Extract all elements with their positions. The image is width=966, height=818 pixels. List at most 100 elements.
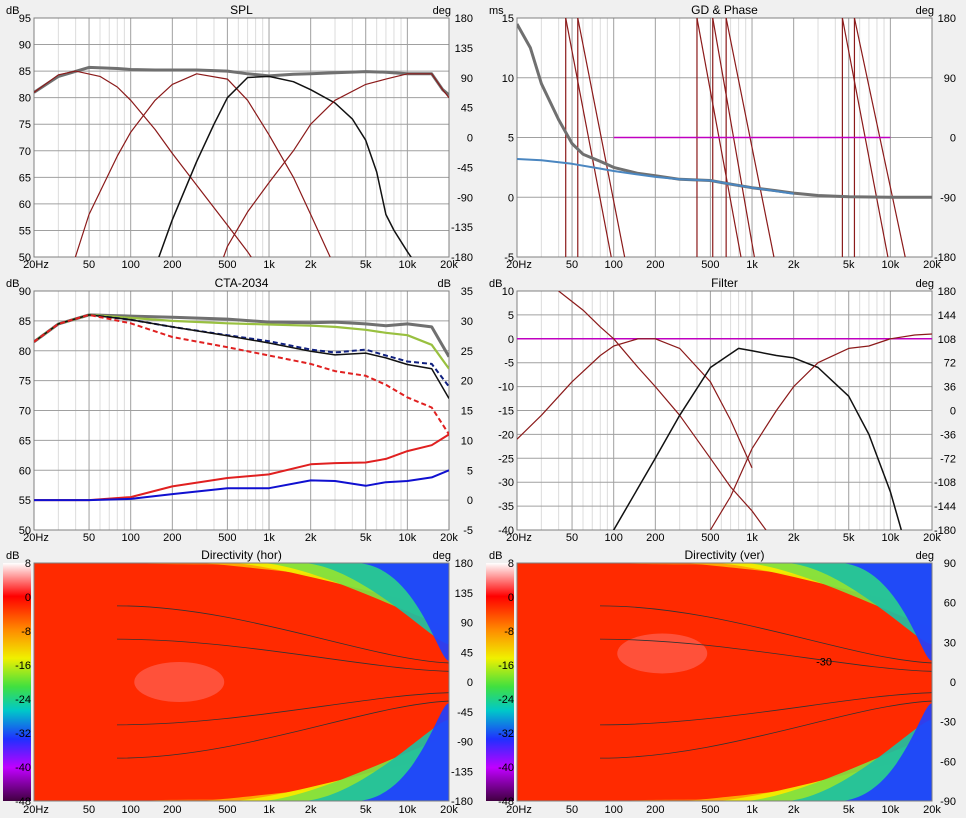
heatmap-band: [34, 703, 449, 801]
y2-tick-label: 15: [461, 406, 473, 418]
x-tick-label: 5k: [360, 259, 372, 271]
x-tick-label: 50: [566, 259, 578, 271]
series-line-darkred-1: [34, 70, 252, 257]
x-tick-label: 100: [605, 532, 623, 544]
x-tick-label: 20Hz: [23, 532, 49, 544]
series-line-red-5: [34, 433, 449, 502]
left-unit-label: dB: [489, 550, 502, 562]
y2-tick-label: -108: [934, 477, 956, 489]
y-tick-label: 75: [19, 376, 31, 388]
y-tick-label: 75: [19, 119, 31, 131]
plot-border: [516, 290, 933, 531]
plot-border: [33, 290, 450, 531]
scale-tick-label: -32: [15, 728, 31, 740]
y2-tick-label: 90: [461, 618, 473, 630]
contour-line: [599, 638, 933, 672]
x-tick-label: 500: [218, 532, 236, 544]
scale-tick-label: 0: [508, 592, 514, 604]
y-tick-label: -20: [498, 429, 514, 441]
y-tick-label: -25: [498, 453, 514, 465]
y-tick-label: 85: [19, 316, 31, 328]
right-unit-label: deg: [433, 550, 451, 562]
y2-tick-label: -90: [457, 192, 473, 204]
x-tick-label: 1k: [263, 804, 275, 816]
y-tick-label: -5: [504, 358, 514, 370]
contour-line: [116, 692, 450, 726]
y2-tick-label: 144: [938, 310, 956, 322]
x-tick-label: 500: [701, 259, 719, 271]
x-tick-label: 100: [605, 259, 623, 271]
y-tick-label: 60: [19, 199, 31, 211]
right-unit-label: dB: [438, 278, 451, 290]
heatmap-band: [517, 563, 932, 661]
x-tick-label: 50: [83, 804, 95, 816]
phase-slope-line: [577, 17, 626, 258]
y2-tick-label: 135: [455, 43, 473, 55]
series-line-black-3: [612, 347, 903, 530]
x-tick-label: 100: [122, 259, 140, 271]
x-tick-label: 20Hz: [23, 259, 49, 271]
series-line-darkred-2: [517, 338, 753, 469]
y-tick-label: -30: [498, 477, 514, 489]
scale-tick-label: -24: [498, 694, 514, 706]
y2-tick-label: 30: [461, 316, 473, 328]
y2-tick-label: 180: [455, 558, 473, 570]
y2-tick-label: -135: [451, 222, 473, 234]
contour-line: [116, 700, 450, 759]
chart-title: Directivity (hor): [201, 548, 282, 562]
x-tick-label: 5k: [360, 804, 372, 816]
y-tick-label: 0: [508, 192, 514, 204]
scale-tick-label: -40: [498, 762, 514, 774]
x-tick-label: 5k: [360, 532, 372, 544]
chart-title: GD & Phase: [691, 3, 758, 17]
x-tick-label: 20Hz: [506, 804, 532, 816]
x-tick-label: 20k: [923, 804, 941, 816]
color-scale-bar: [3, 563, 31, 801]
chart-title: Filter: [711, 276, 738, 290]
y2-tick-label: -180: [934, 252, 956, 264]
x-tick-label: 2k: [305, 259, 317, 271]
x-tick-label: 50: [83, 532, 95, 544]
left-unit-label: dB: [6, 278, 19, 290]
y2-tick-label: -45: [457, 162, 473, 174]
heatmap-base: [34, 563, 449, 801]
x-tick-label: 50: [566, 532, 578, 544]
scale-tick-label: -8: [504, 626, 514, 638]
x-tick-label: 200: [646, 259, 664, 271]
x-tick-label: 10k: [881, 804, 899, 816]
y2-tick-label: -72: [940, 453, 956, 465]
y-tick-label: 50: [19, 525, 31, 537]
x-tick-label: 500: [701, 532, 719, 544]
plot-border: [516, 562, 933, 802]
x-tick-label: 10k: [398, 804, 416, 816]
chart-title: SPL: [230, 3, 253, 17]
x-tick-label: 20k: [923, 259, 941, 271]
scale-tick-label: -24: [15, 694, 31, 706]
y2-tick-label: -135: [451, 766, 473, 778]
right-unit-label: deg: [916, 5, 934, 17]
x-tick-label: 20k: [440, 259, 458, 271]
x-tick-label: 5k: [843, 532, 855, 544]
y2-tick-label: 0: [467, 133, 473, 145]
x-tick-label: 200: [163, 532, 181, 544]
x-tick-label: 50: [566, 804, 578, 816]
x-tick-label: 1k: [746, 532, 758, 544]
x-tick-label: 20k: [923, 532, 941, 544]
y-tick-label: -15: [498, 406, 514, 418]
plot-border: [33, 562, 450, 802]
heatmap-peak: [134, 662, 225, 702]
heatmap-band: [517, 703, 932, 801]
contour-line: [599, 605, 933, 664]
y2-tick-label: -45: [457, 707, 473, 719]
series-line-red-dashed-4: [34, 313, 449, 435]
y2-tick-label: -144: [934, 501, 956, 513]
y-tick-label: -5: [504, 252, 514, 264]
y2-tick-label: 0: [950, 133, 956, 145]
directivity-ver-panel: 8 0 -8 -16 -24 -32 -40 -48 Directivity (ver) dB de…: [486, 548, 956, 816]
contour-line: [599, 692, 933, 726]
y2-tick-label: 72: [944, 358, 956, 370]
scale-tick-label: -8: [21, 626, 31, 638]
